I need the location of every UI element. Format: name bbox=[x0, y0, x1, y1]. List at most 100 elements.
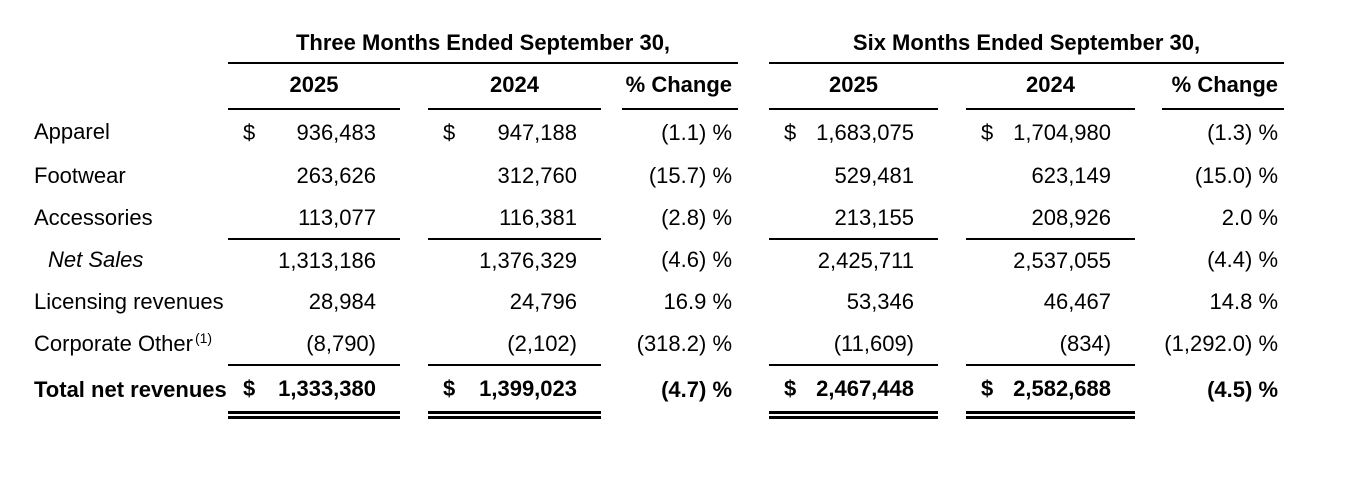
table-row-apparel: Apparel $936,483 $947,188 (1.1) % $1,683… bbox=[34, 109, 1284, 155]
amount: 208,926 bbox=[1031, 204, 1112, 230]
cell-sm-change: (4.5) % bbox=[1207, 377, 1279, 402]
dollar-sign: $ bbox=[784, 119, 797, 145]
column-header-row: 2025 2024 % Change 2025 2024 % Change bbox=[34, 63, 1285, 110]
cell-tm-change: (4.6) % bbox=[661, 247, 733, 272]
cell-tm-2024: 116,381 bbox=[428, 197, 601, 240]
cell-sm-2024: 2,537,055 bbox=[966, 239, 1135, 281]
amount: (11,609) bbox=[833, 330, 915, 356]
cell-tm-2024: 1,376,329 bbox=[428, 239, 601, 281]
gap bbox=[400, 239, 428, 281]
cell-sm-2025: 529,481 bbox=[769, 155, 938, 197]
dollar-sign: $ bbox=[784, 375, 797, 401]
col-header-tm-2025: 2025 bbox=[228, 63, 400, 110]
gap bbox=[1135, 323, 1162, 365]
row-label: Apparel bbox=[34, 119, 110, 144]
dollar-sign: $ bbox=[981, 119, 994, 145]
gap bbox=[1135, 281, 1162, 323]
amount: (8,790) bbox=[306, 330, 376, 356]
cell-sm-2025: $2,467,448 bbox=[769, 365, 939, 419]
cell-tm-2024: $1,399,023 bbox=[428, 365, 601, 419]
corner-spacer bbox=[34, 63, 228, 109]
table-row-total-net-revenues: Total net revenues $1,333,380 $1,399,023… bbox=[34, 365, 1284, 419]
gap bbox=[601, 281, 622, 323]
table-row-licensing-revenues: Licensing revenues 28,984 24,796 16.9 % … bbox=[34, 281, 1284, 323]
col-header-sm-2024: 2024 bbox=[966, 63, 1136, 110]
gap bbox=[400, 323, 428, 365]
gap bbox=[601, 239, 622, 281]
amount: 116,381 bbox=[499, 204, 577, 230]
table-row-accessories: Accessories 113,077 116,381 (2.8) % 213,… bbox=[34, 197, 1284, 240]
gap bbox=[938, 197, 966, 239]
cell-tm-2025: 263,626 bbox=[228, 155, 400, 197]
amount: 263,626 bbox=[296, 163, 376, 188]
amount: 1,376,329 bbox=[479, 247, 577, 273]
col-header-sm-change: % Change bbox=[1162, 63, 1285, 110]
row-label: Corporate Other (1) bbox=[34, 323, 228, 365]
gap bbox=[400, 155, 428, 197]
cell-sm-2025: $1,683,075 bbox=[769, 109, 938, 155]
gap bbox=[601, 197, 622, 239]
cell-sm-change: 14.8 % bbox=[1209, 289, 1279, 314]
cell-tm-2025: $1,333,380 bbox=[228, 365, 400, 419]
row-label: Licensing revenues bbox=[34, 289, 224, 314]
cell-sm-2024: $2,582,688 bbox=[966, 365, 1136, 419]
row-label-text: Corporate Other bbox=[34, 331, 193, 356]
section-gap bbox=[738, 365, 769, 415]
table-row-corporate-other: Corporate Other (1) (8,790) (2,102) (318.… bbox=[34, 323, 1284, 366]
section-title-row: Three Months Ended September 30, Six Mon… bbox=[34, 30, 1285, 64]
revenue-by-category-table: Three Months Ended September 30, Six Mon… bbox=[34, 30, 1285, 419]
amount: 113,077 bbox=[298, 204, 376, 230]
amount: (2,102) bbox=[507, 330, 577, 356]
row-label: Footwear bbox=[34, 163, 126, 188]
cell-sm-change: 2.0 % bbox=[1221, 205, 1279, 230]
corner-spacer bbox=[34, 30, 228, 63]
gap bbox=[938, 323, 966, 365]
amount: 2,582,688 bbox=[1013, 375, 1112, 401]
cell-sm-change: (4.4) % bbox=[1207, 247, 1279, 272]
cell-tm-change: (318.2) % bbox=[636, 331, 733, 356]
section-gap bbox=[738, 323, 769, 365]
cell-tm-2025: 113,077 bbox=[228, 197, 400, 240]
section-gap bbox=[738, 109, 769, 155]
section-title-three-months: Three Months Ended September 30, bbox=[228, 30, 739, 64]
gap bbox=[601, 323, 622, 365]
gap bbox=[938, 281, 966, 323]
cell-tm-2024: 24,796 bbox=[428, 281, 601, 323]
col-header-tm-2024: 2024 bbox=[428, 63, 601, 110]
row-label: Accessories bbox=[34, 205, 153, 230]
amount: 24,796 bbox=[509, 289, 577, 314]
gap bbox=[938, 155, 966, 197]
cell-sm-2024: $1,704,980 bbox=[966, 109, 1135, 155]
table-row-net-sales: Net Sales 1,313,186 1,376,329 (4.6) % 2,… bbox=[34, 239, 1284, 281]
gap bbox=[1135, 239, 1162, 281]
cell-sm-change: (1,292.0) % bbox=[1164, 331, 1279, 356]
cell-tm-2025: 28,984 bbox=[228, 281, 400, 323]
amount: 312,760 bbox=[497, 163, 577, 188]
cell-tm-change: 16.9 % bbox=[663, 289, 733, 314]
col-header-sm-2025: 2025 bbox=[769, 63, 939, 110]
section-gap bbox=[738, 281, 769, 323]
cell-tm-2025: (8,790) bbox=[228, 323, 400, 366]
cell-sm-2025: 2,425,711 bbox=[769, 239, 938, 281]
gap bbox=[400, 197, 428, 239]
gap bbox=[400, 109, 428, 155]
gap bbox=[1135, 197, 1162, 239]
cell-sm-2025: 53,346 bbox=[769, 281, 938, 323]
cell-tm-change: (15.7) % bbox=[648, 163, 733, 188]
cell-sm-2024: 208,926 bbox=[966, 197, 1136, 240]
amount: 1,313,186 bbox=[278, 247, 376, 273]
section-gap bbox=[738, 63, 769, 109]
gap bbox=[938, 365, 966, 415]
gap bbox=[1135, 109, 1162, 155]
amount: 1,333,380 bbox=[278, 375, 376, 401]
section-gap bbox=[738, 197, 769, 239]
dollar-sign: $ bbox=[243, 119, 256, 145]
cell-sm-change: (15.0) % bbox=[1194, 163, 1279, 188]
dollar-sign: $ bbox=[981, 375, 994, 401]
amount: 1,683,075 bbox=[816, 119, 915, 145]
dollar-sign: $ bbox=[443, 375, 456, 401]
amount: 947,188 bbox=[497, 119, 577, 145]
col-header-tm-change: % Change bbox=[622, 63, 739, 110]
cell-tm-2024: $947,188 bbox=[428, 109, 601, 155]
amount: 2,467,448 bbox=[816, 375, 915, 401]
